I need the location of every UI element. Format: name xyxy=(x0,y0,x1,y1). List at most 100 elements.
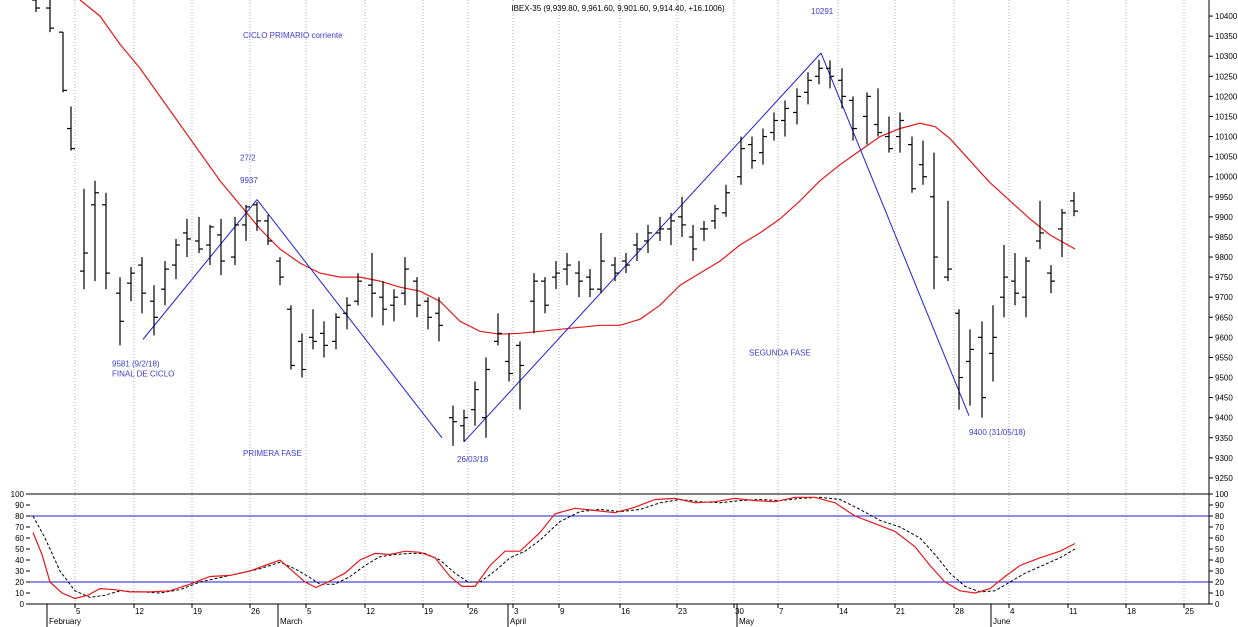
ohlc-bar xyxy=(930,152,938,290)
stoch-y-tick-label-left: 10 xyxy=(15,589,24,598)
ohlc-bar xyxy=(563,253,571,286)
price-y-tick-label: 9900 xyxy=(1215,213,1233,222)
x-tick-label: 14 xyxy=(839,607,848,616)
trendline xyxy=(256,199,443,439)
ohlc-bar xyxy=(849,96,857,141)
price-y-tick-label: 9300 xyxy=(1215,454,1233,463)
ohlc-bar xyxy=(379,281,387,326)
ohlc-bar xyxy=(689,224,697,262)
ohlc-bar xyxy=(482,357,490,438)
ohlc-bar xyxy=(737,136,745,185)
trendline xyxy=(142,199,258,340)
stoch-y-tick-label-right: 60 xyxy=(1215,534,1224,543)
stoch-y-tick-label-right: 30 xyxy=(1215,567,1224,576)
stoch-y-tick-label-left: 100 xyxy=(11,490,25,499)
ohlc-bar xyxy=(541,277,549,314)
ohlc-bar xyxy=(32,0,40,13)
ohlc-bar xyxy=(253,202,261,231)
x-axis: 5 12 19 26 5 12 19 26 3 9 16 23 30 7 14 21 28 4 11 18 25 Febr… xyxy=(46,604,1194,627)
ohlc-bar xyxy=(494,313,502,346)
stoch-y-tick-label-left: 40 xyxy=(15,556,24,565)
x-tick-label: 5 xyxy=(76,607,81,616)
ohlc-bar xyxy=(161,261,169,306)
ohlc-bar xyxy=(1011,253,1019,306)
ohlc-bar xyxy=(102,192,110,290)
ohlc-bar xyxy=(622,253,630,274)
price-y-tick-label: 10300 xyxy=(1215,52,1238,61)
price-y-tick-label: 10150 xyxy=(1215,112,1238,121)
ohlc-bar xyxy=(91,180,99,282)
ohlc-bar xyxy=(863,92,871,145)
x-tick-label: 18 xyxy=(1127,607,1136,616)
ohlc-bar xyxy=(343,297,351,330)
price-y-tick-label: 10350 xyxy=(1215,32,1238,41)
chart-annotation: 10291 xyxy=(811,7,834,16)
price-y-tick-label: 10250 xyxy=(1215,72,1238,81)
ohlc-bar xyxy=(908,136,916,193)
stochastic-panel: 0 0 10 10 20 20 30 30 40 40 50 50 60 60 70 70 80 80 90 90 10… xyxy=(11,490,1229,609)
ohlc-bar xyxy=(633,232,641,262)
price-y-tick-label: 10100 xyxy=(1215,133,1238,142)
ohlc-bar xyxy=(80,188,88,290)
ohlc-bar xyxy=(195,216,203,254)
price-y-tick-label: 9750 xyxy=(1215,273,1233,282)
stoch-y-tick-label-right: 20 xyxy=(1215,578,1224,587)
ohlc-bar xyxy=(183,218,191,258)
price-y-tick-label: 9450 xyxy=(1215,394,1233,403)
price-y-tick-label: 9400 xyxy=(1215,414,1233,423)
price-y-axis: 9250 9300 9350 9400 9450 9500 9550 9600 9650 9700… xyxy=(1209,12,1238,483)
chart-annotation: PRIMERA FASE xyxy=(243,449,302,458)
ohlc-bar xyxy=(424,297,432,330)
annotations: CICLO PRIMARIO corriente 27/2 9937 9581 (9/… xyxy=(112,7,1026,464)
stoch-y-tick-label-left: 90 xyxy=(15,501,24,510)
stoch-y-tick-label-left: 60 xyxy=(15,534,24,543)
ohlc-bar xyxy=(1036,200,1044,250)
ohlc-bar xyxy=(413,277,421,318)
x-tick-label: 23 xyxy=(678,607,687,616)
ohlc-bar xyxy=(597,232,605,294)
ohlc-bar xyxy=(678,196,686,237)
ohlc-bar xyxy=(575,261,583,298)
stochastic-d-line xyxy=(32,496,1076,598)
month-label: April xyxy=(510,617,526,626)
ohlc-bar xyxy=(530,273,538,334)
stochastic-k-line xyxy=(32,496,1076,600)
ohlc-bar xyxy=(700,220,708,241)
ohlc-bars xyxy=(32,0,1078,446)
ohlc-bar xyxy=(505,333,513,382)
ohlc-bar xyxy=(298,333,306,378)
stoch-y-tick-label-left: 80 xyxy=(15,512,24,521)
x-tick-label: 21 xyxy=(896,607,905,616)
price-y-tick-label: 10000 xyxy=(1215,173,1238,182)
ohlc-bar xyxy=(287,305,295,370)
x-tick-label: 16 xyxy=(621,607,630,616)
month-label: May xyxy=(739,617,754,626)
x-tick-label: 26 xyxy=(251,607,260,616)
ohlc-bar xyxy=(667,212,675,245)
x-tick-label: 7 xyxy=(779,607,784,616)
month-label: June xyxy=(993,617,1011,626)
ohlc-bar xyxy=(242,204,250,241)
ohlc-bar xyxy=(231,216,239,266)
price-y-tick-label: 9350 xyxy=(1215,434,1233,443)
ohlc-bar xyxy=(150,285,158,336)
x-tick-label: 5 xyxy=(307,607,312,616)
stoch-y-tick-label-right: 70 xyxy=(1215,523,1224,532)
ohlc-bar xyxy=(217,218,225,276)
ohlc-bar xyxy=(449,405,457,446)
x-tick-label: 12 xyxy=(135,607,144,616)
ohlc-bar xyxy=(138,257,146,314)
ohlc-bar xyxy=(944,200,952,282)
ohlc-bar xyxy=(644,224,652,254)
price-y-tick-label: 10200 xyxy=(1215,92,1238,101)
chart-annotation: 27/2 xyxy=(240,154,256,163)
x-tick-label: 3 xyxy=(514,607,519,616)
trendlines xyxy=(142,52,970,443)
ohlc-bar xyxy=(978,321,986,418)
x-tick-label: 19 xyxy=(193,607,202,616)
ohlc-bar xyxy=(955,309,963,410)
ohlc-bar xyxy=(390,289,398,322)
x-tick-label: 19 xyxy=(424,607,433,616)
ohlc-bar xyxy=(516,341,524,410)
